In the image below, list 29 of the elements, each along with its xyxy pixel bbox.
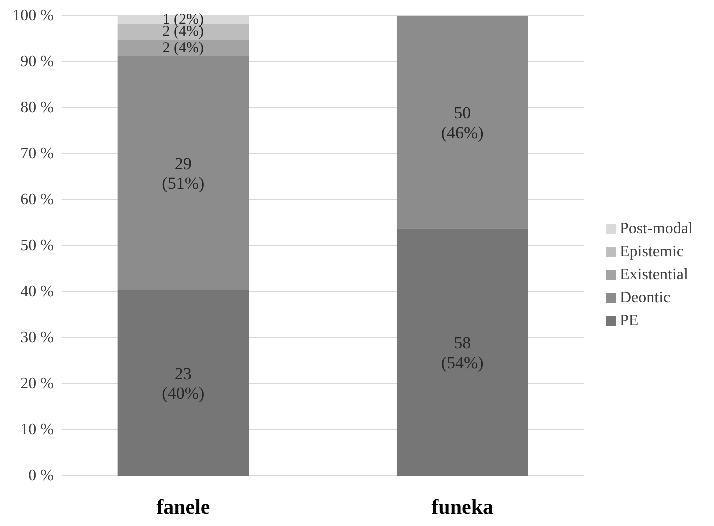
y-tick-label: 100 % xyxy=(12,8,54,24)
data-label: 29 (51%) xyxy=(162,154,205,193)
legend-label: Epistemic xyxy=(620,244,684,260)
y-tick-label: 60 % xyxy=(20,192,54,208)
y-tick-label: 70 % xyxy=(20,146,54,162)
x-tick-label: funeka xyxy=(432,495,494,519)
y-tick-label: 30 % xyxy=(20,330,54,346)
y-tick-label: 10 % xyxy=(20,422,54,438)
bar xyxy=(118,56,250,290)
data-label: 50 (46%) xyxy=(441,103,484,142)
bar xyxy=(396,228,528,476)
x-tick-label: fanele xyxy=(156,495,210,519)
bar xyxy=(118,40,250,56)
y-tick-label: 0 % xyxy=(28,468,54,484)
bar xyxy=(396,16,528,229)
data-label: 2 (4%) xyxy=(162,40,204,56)
y-tick-label: 50 % xyxy=(20,238,54,254)
bar xyxy=(118,290,250,476)
y-tick-label: 40 % xyxy=(20,284,54,300)
data-label: 58 (54%) xyxy=(441,333,484,372)
y-tick-label: 80 % xyxy=(20,100,54,116)
y-tick-label: 90 % xyxy=(20,54,54,70)
data-label: 23 (40%) xyxy=(162,364,205,402)
legend-label: PE xyxy=(620,312,639,330)
legend-label: Deontic xyxy=(620,290,671,306)
legend-label: Existential xyxy=(620,266,689,284)
y-tick-label: 20 % xyxy=(20,376,54,392)
legend-label: Post-modal xyxy=(620,220,694,238)
data-label: 2 (4%) xyxy=(162,24,204,40)
